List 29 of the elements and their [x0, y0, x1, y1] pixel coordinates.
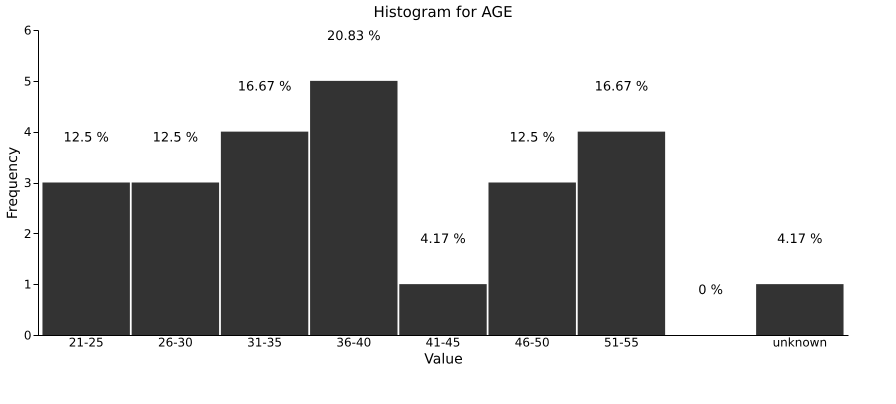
annotation: 12.5 %	[63, 130, 109, 146]
annotation: 20.83 %	[326, 28, 381, 44]
y-tick-label: 3	[24, 176, 32, 190]
chart-title: Histogram for AGE	[373, 3, 513, 21]
annotation: 16.67 %	[238, 80, 292, 95]
x-tick-label: 51-55	[604, 336, 639, 350]
annotation: 0 %	[698, 283, 724, 298]
x-axis-title: Value	[424, 352, 463, 368]
x-tick-label: 26-30	[158, 336, 193, 350]
bar	[756, 284, 844, 335]
x-tick-label: 36-40	[336, 336, 372, 350]
bar	[399, 284, 487, 335]
y-tick-label: 5	[24, 74, 32, 88]
annotation: 16.67 %	[594, 80, 648, 95]
x-tick-label: 46-50	[514, 336, 550, 350]
annotation: 12.5 %	[152, 130, 198, 146]
annotation: 4.17 %	[420, 232, 466, 248]
x-tick-label: 41-45	[426, 336, 460, 350]
x-tick-label: unknown	[772, 336, 828, 350]
x-tick-label: 21-25	[68, 336, 104, 350]
y-tick-label: 1	[24, 278, 32, 292]
x-tick-label: 31-35	[247, 336, 282, 350]
y-tick-label: 0	[24, 328, 32, 342]
y-axis-title: Frequency	[4, 146, 21, 220]
annotation: 12.5 %	[509, 130, 555, 146]
y-tick-label: 6	[24, 24, 32, 38]
y-tick-label: 4	[24, 125, 32, 140]
y-tick-label: 2	[24, 226, 32, 241]
annotation: 4.17 %	[777, 232, 823, 248]
